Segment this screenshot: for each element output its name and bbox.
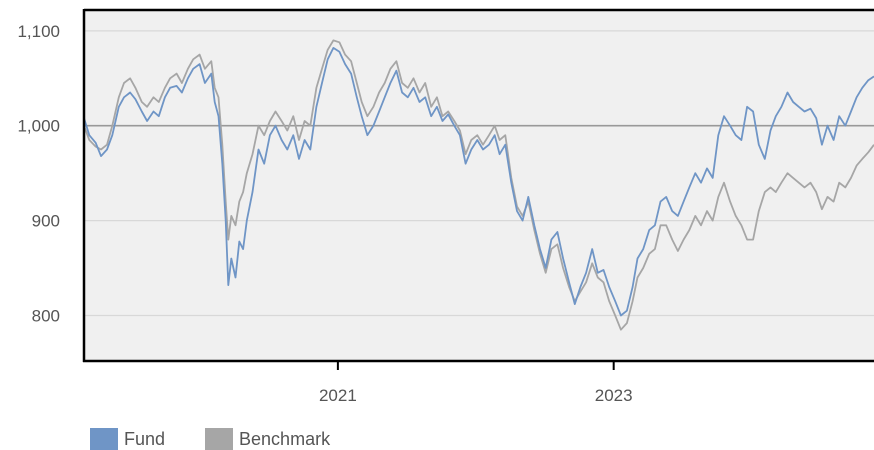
x-tick-label-2023: 2023 [595,386,633,405]
y-tick-label-800: 800 [32,306,60,325]
legend-label-fund: Fund [124,428,166,449]
legend-item-fund: Fund [90,428,165,450]
x-tick-label-2021: 2021 [319,386,357,405]
y-tick-label-900: 900 [32,212,60,231]
legend-swatch-fund [90,428,118,450]
legend-item-benchmark: Benchmark [205,428,330,450]
y-tick-label-1000: 1,000 [17,117,60,136]
series-line-benchmark [83,39,874,331]
legend-label-benchmark: Benchmark [239,428,331,449]
legend-swatch-benchmark [205,428,234,450]
plot-background [84,10,874,361]
y-tick-label-1100: 1,100 [17,22,60,41]
legend: Fund Benchmark [90,428,330,450]
series-line-fund [83,47,874,317]
